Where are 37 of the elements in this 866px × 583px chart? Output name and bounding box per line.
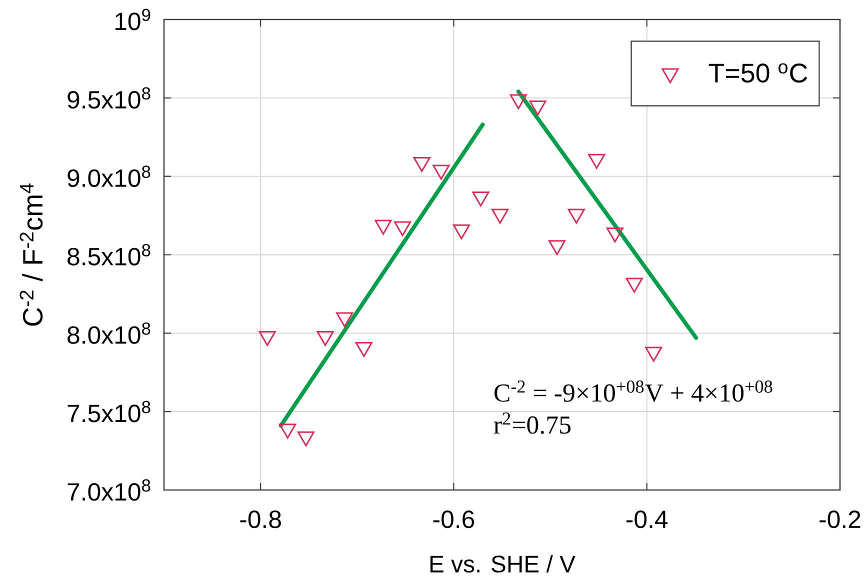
point	[588, 154, 606, 169]
point	[316, 331, 334, 346]
y-tick-label: 9.5x10$^{8}$	[68, 87, 150, 109]
point	[394, 221, 412, 236]
annotation: r$^{2}$=0.75	[494, 412, 571, 434]
point	[336, 312, 354, 328]
point	[472, 191, 490, 206]
point	[645, 346, 662, 362]
point	[279, 424, 296, 439]
point	[529, 100, 546, 116]
y-tick-label: 8.5x10$^{8}$	[68, 244, 150, 266]
point	[492, 208, 509, 224]
y-tick-label: 7.0x10$^{8}$	[68, 479, 150, 501]
point	[432, 164, 450, 180]
point	[297, 431, 315, 446]
y-tick-label: 7.5x10$^{8}$	[68, 400, 150, 422]
legend-label: T=50 $^{o}$C	[708, 63, 808, 83]
y-axis-title: C$^{-2}$ / F$^{-2}$cm$^{4}$	[20, 183, 43, 326]
y-tick-label: 9.0x10$^{8}$	[68, 166, 150, 188]
y-tick-label: 8.0x10$^{8}$	[68, 322, 150, 344]
point	[548, 240, 566, 256]
point	[258, 331, 276, 346]
point	[452, 224, 470, 240]
point	[510, 94, 527, 110]
x-tick-label: -0.6	[433, 510, 474, 528]
point	[606, 228, 624, 243]
x-tick-label: -0.2	[820, 510, 860, 528]
x-tick-label: -0.8	[240, 510, 281, 528]
point	[374, 220, 392, 235]
point	[355, 342, 372, 358]
annotation: C$^{-2}$ = -9×10$^{+08}$V + 4×10$^{+08}$	[494, 380, 772, 402]
x-tick-label: -0.4	[626, 510, 668, 528]
y-tick-label: 10$^{9}$	[115, 8, 150, 30]
point	[568, 208, 585, 224]
x-axis-title: E vs. SHE / V	[430, 554, 576, 573]
point	[626, 278, 643, 293]
point	[413, 156, 430, 172]
